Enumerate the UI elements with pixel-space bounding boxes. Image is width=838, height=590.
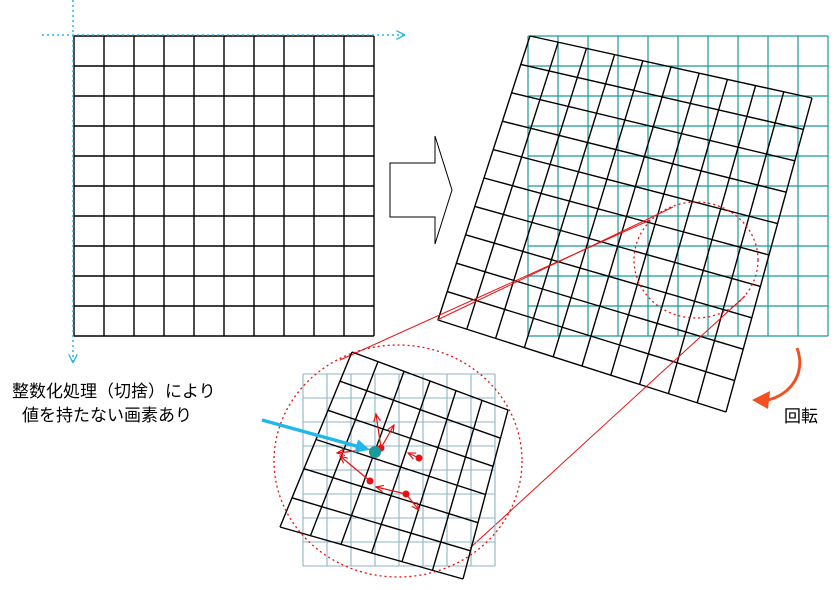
curved-arrow-icon — [767, 347, 802, 402]
rotated-grid-line — [446, 290, 735, 382]
annotation-line-2: 値を持たない画素あり — [22, 406, 192, 426]
mapped-points — [366, 444, 423, 498]
displacement-arrow — [376, 487, 407, 495]
zoom-rotated-grid-line — [401, 390, 457, 562]
displacement-arrow — [340, 456, 371, 482]
cyan-arrow-icon — [261, 418, 370, 453]
rotated-grid-line — [437, 319, 727, 413]
missing-pixel-marker — [369, 446, 381, 458]
highlight-circle — [633, 201, 759, 319]
zoom-connector-top-inner — [339, 219, 651, 361]
zoom-rotated-grid-line — [303, 467, 479, 524]
rotated-grid-line — [610, 73, 700, 376]
curved-arrow-head — [752, 391, 770, 409]
zoom-connector-bottom — [469, 295, 746, 549]
source-grid — [73, 35, 375, 337]
target-grid — [527, 35, 829, 337]
zoom-rotated-grid-line — [279, 526, 464, 580]
annotation-line-1: 整数化処理（切捨）により — [12, 382, 216, 402]
rotated-grid-line — [696, 91, 785, 403]
rotated-grid-line — [474, 205, 761, 288]
rotated-grid-line — [465, 234, 752, 319]
rotated-grid-line — [581, 66, 672, 367]
rotated-grid — [437, 35, 813, 413]
axis-group — [42, 0, 404, 362]
rotated-grid-line — [667, 85, 757, 394]
displacement-arrow — [376, 414, 382, 449]
hollow-right-arrow-icon — [389, 135, 453, 245]
zoom-rotated-grid-line — [291, 497, 471, 552]
zoom-circle — [273, 344, 523, 578]
zoom-rotated-grid-line — [370, 380, 431, 554]
mapped-point — [402, 490, 410, 498]
mapped-point — [415, 454, 423, 462]
rotated-grid-line — [456, 262, 744, 350]
mapped-point — [366, 477, 374, 485]
rotation-label: 回転 — [784, 407, 818, 427]
displacement-arrow — [380, 425, 394, 449]
zoom-connector-top — [436, 206, 674, 321]
rotated-grid-line — [725, 97, 813, 413]
rotated-grid-line — [638, 79, 729, 385]
zoom-rotated-grid-line — [431, 400, 483, 571]
zoom-rotated-grid-line — [462, 409, 509, 580]
